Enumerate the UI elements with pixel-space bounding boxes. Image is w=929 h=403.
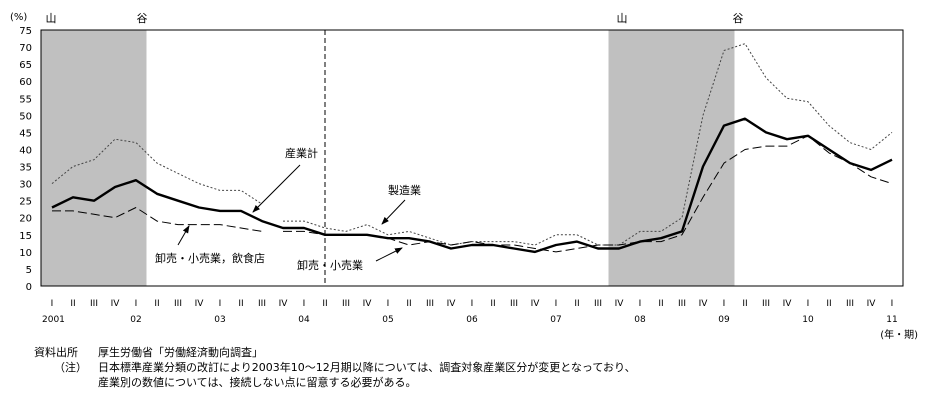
x-year-label: 11 (886, 315, 897, 325)
x-quarter-label: I (135, 299, 138, 309)
x-quarter-label: III (678, 299, 686, 309)
x-quarter-label: I (555, 299, 558, 309)
x-quarter-label: III (594, 299, 602, 309)
line-chart: 山谷山谷(%)051015202530354045505560657075I20… (10, 12, 918, 340)
x-quarter-label: I (639, 299, 642, 309)
x-quarter-label: II (238, 299, 243, 309)
x-year-label: 09 (718, 315, 730, 325)
x-quarter-label: II (574, 299, 579, 309)
annotation-arrow (381, 199, 406, 225)
x-quarter-label: III (258, 299, 266, 309)
annotation-label: 製造業 (388, 183, 421, 197)
annotation-label: 卸売・小売業 (297, 258, 363, 272)
x-quarter-label: II (322, 299, 327, 309)
x-year-label: 10 (802, 315, 814, 325)
y-tick-label: 20 (19, 214, 32, 225)
y-tick-label: 40 (19, 145, 32, 156)
series-line-3 (52, 207, 263, 232)
annotation-arrow (252, 164, 301, 213)
x-year-label: 05 (382, 315, 393, 325)
plot-frame (40, 29, 904, 287)
y-tick-label: 35 (19, 163, 32, 174)
x-quarter-label: III (510, 299, 518, 309)
y-tick-label: 50 (19, 111, 32, 122)
source-label: 資料出所 (34, 346, 78, 359)
note-line-1: 日本標準産業分類の改訂により2003年10～12月期以降については、調査対象産業… (98, 361, 636, 374)
peak-label: 山 (46, 12, 57, 25)
trough-label: 谷 (137, 12, 148, 25)
y-tick-label: 0 (26, 282, 32, 293)
series-line-2 (283, 43, 893, 246)
series-line-3 (283, 135, 893, 253)
x-year-label: 07 (550, 315, 561, 325)
note-label: （注） (54, 361, 87, 374)
x-quarter-label: I (387, 299, 390, 309)
x-quarter-label: I (471, 299, 474, 309)
x-quarter-label: III (846, 299, 854, 309)
x-year-label: 2001 (42, 315, 65, 325)
y-tick-label: 15 (19, 231, 32, 242)
x-quarter-label: IV (615, 299, 625, 309)
trough-label: 谷 (733, 12, 744, 25)
x-quarter-label: IV (783, 299, 793, 309)
x-quarter-label: I (723, 299, 726, 309)
x-quarter-label: II (70, 299, 75, 309)
y-tick-label: 65 (19, 60, 32, 71)
annotation-label: 卸売・小売業，飲食店 (155, 251, 265, 265)
annotation-label: 産業計 (285, 146, 318, 160)
x-quarter-label: IV (195, 299, 205, 309)
x-year-label: 04 (298, 315, 310, 325)
x-quarter-label: IV (531, 299, 541, 309)
series-line-1 (51, 117, 893, 254)
x-quarter-label: IV (867, 299, 877, 309)
x-quarter-label: IV (447, 299, 457, 309)
x-quarter-label: IV (279, 299, 289, 309)
y-tick-label: 10 (19, 248, 32, 259)
series-line-2 (51, 138, 263, 205)
x-quarter-label: II (154, 299, 159, 309)
x-quarter-label: III (342, 299, 350, 309)
x-quarter-label: II (826, 299, 831, 309)
annotation-arrow (375, 247, 403, 262)
x-quarter-label: II (406, 299, 411, 309)
recession-shade (608, 30, 735, 286)
source-text: 厚生労働省「労働経済動向調査」 (98, 346, 263, 359)
x-axis-label: (年・期) (880, 328, 918, 340)
x-quarter-label: IV (699, 299, 709, 309)
x-quarter-label: I (891, 299, 894, 309)
y-tick-label: 5 (26, 265, 32, 276)
recession-shade (41, 30, 147, 286)
x-quarter-label: IV (111, 299, 121, 309)
y-tick-label: 55 (19, 94, 32, 105)
x-year-label: 02 (130, 315, 141, 325)
y-tick-label: 45 (19, 128, 32, 139)
x-year-label: 03 (214, 315, 225, 325)
y-unit-label: (%) (10, 12, 27, 23)
y-tick-label: 60 (19, 77, 32, 88)
x-quarter-label: III (426, 299, 434, 309)
y-tick-label: 25 (19, 197, 32, 208)
y-tick-label: 70 (19, 43, 32, 54)
note-line-2: 産業別の数値については、接続しない点に留意する必要がある。 (98, 376, 417, 389)
x-year-label: 08 (634, 315, 646, 325)
x-quarter-label: II (490, 299, 495, 309)
y-tick-label: 30 (19, 180, 32, 191)
x-quarter-label: III (762, 299, 770, 309)
x-quarter-label: II (658, 299, 663, 309)
peak-label: 山 (617, 12, 628, 25)
x-quarter-label: I (219, 299, 222, 309)
x-quarter-label: I (51, 299, 54, 309)
x-quarter-label: IV (363, 299, 373, 309)
x-quarter-label: I (807, 299, 810, 309)
x-quarter-label: I (303, 299, 306, 309)
y-tick-label: 75 (19, 26, 32, 37)
x-quarter-label: III (174, 299, 182, 309)
x-quarter-label: III (90, 299, 98, 309)
x-quarter-label: II (742, 299, 747, 309)
x-year-label: 06 (466, 315, 478, 325)
annotation-arrow (177, 225, 190, 246)
